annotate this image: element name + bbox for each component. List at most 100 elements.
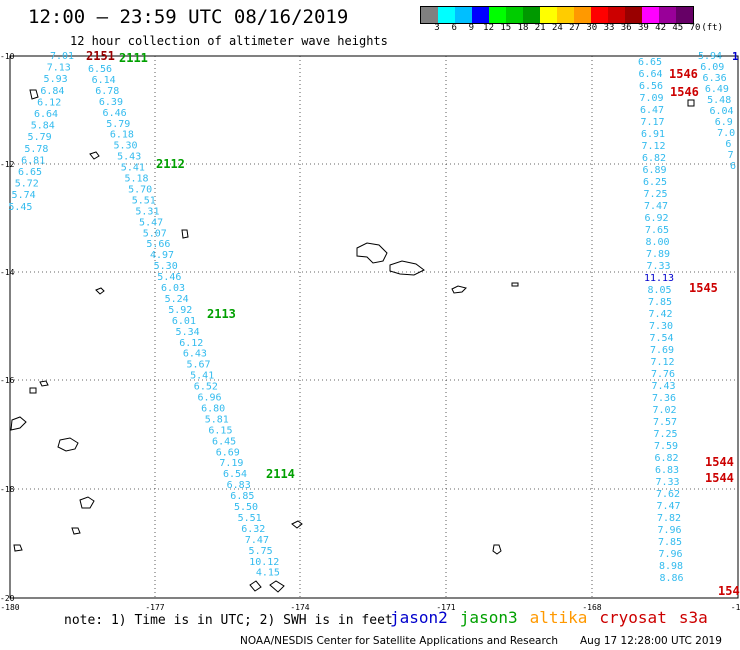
swh-value: 6.32 (241, 524, 265, 535)
swh-value: 6.64 (638, 69, 662, 80)
pass-time-label: 2151 (86, 49, 115, 63)
color-scale-label: 30 (586, 23, 598, 33)
color-scale-label: (ft) (701, 23, 724, 33)
swh-value: 5.70 (128, 184, 152, 195)
island-outline (291, 520, 303, 529)
swh-value: 5.72 (15, 179, 39, 190)
pass-time-label: 1544 (705, 471, 734, 485)
color-swatch-9 (574, 7, 591, 23)
swh-value: 6.78 (95, 86, 119, 97)
color-swatch-12 (625, 7, 642, 23)
color-scale-label: 42 (655, 23, 667, 33)
swh-value: 10.12 (249, 557, 279, 568)
swh-value: 8.05 (647, 285, 671, 296)
swh-value: 6 (725, 139, 731, 150)
color-scale-label: 12 (483, 23, 495, 33)
island-outline (451, 285, 467, 294)
swh-value: 5.78 (24, 144, 48, 155)
pass-time-label: 154 (718, 584, 740, 598)
swh-value: 6.01 (172, 316, 196, 327)
swh-value: 11.13 (644, 273, 674, 284)
swh-value: 5.18 (124, 174, 148, 185)
swh-value: 5.45 (8, 202, 32, 213)
pass-time-label: 1546 (670, 85, 699, 99)
lon-tick-label: -174 (290, 603, 309, 612)
swh-value: 6.45 (212, 436, 236, 447)
island-outline (57, 437, 79, 452)
satellite-legend-s3a: s3a (678, 608, 708, 627)
lat-tick-label: -14 (0, 268, 15, 277)
swh-value: 6.89 (642, 165, 666, 176)
swh-value: 5.48 (707, 95, 731, 106)
pass-time-label: 2114 (266, 467, 295, 481)
swh-value: 7.36 (652, 393, 676, 404)
swh-value: 7.47 (245, 535, 269, 546)
island-outline (79, 496, 95, 509)
swh-value: 6.82 (654, 453, 678, 464)
lat-tick-label: -20 (0, 594, 15, 603)
swh-value: 6.56 (639, 81, 663, 92)
swh-value: 7.69 (650, 345, 674, 356)
color-swatch-4 (489, 7, 506, 23)
swh-value: 8.86 (659, 573, 683, 584)
color-swatch-2 (455, 7, 472, 23)
pass-marker: 1 (732, 50, 739, 63)
swh-value: 7.65 (645, 225, 669, 236)
swh-value: 5.34 (176, 327, 200, 338)
swh-value: 7.96 (658, 549, 682, 560)
pass-time-label: 2113 (207, 307, 236, 321)
swh-value: 6.52 (194, 382, 218, 393)
color-scale-label: 39 (637, 23, 649, 33)
swh-value: 7.09 (639, 93, 663, 104)
color-scale-label: 3 (434, 23, 440, 33)
lat-tick-label: -16 (0, 376, 15, 385)
swh-value: 8.98 (659, 561, 683, 572)
island-outline (29, 89, 39, 100)
swh-value: 6.83 (655, 465, 679, 476)
satellite-legend-cryosat: cryosat (599, 608, 667, 627)
swh-value: 6.84 (40, 86, 64, 97)
swh-value: 6 (730, 161, 736, 172)
island-outline (269, 580, 285, 593)
island-outline (29, 387, 37, 394)
color-scale-label: 21 (534, 23, 546, 33)
swh-value: 7 (728, 150, 734, 161)
island-outline (95, 287, 105, 295)
swh-value: 4.97 (150, 250, 174, 261)
swh-value: 5.47 (139, 217, 163, 228)
swh-value: 6.12 (179, 338, 203, 349)
lon-tick-label: -177 (145, 603, 164, 612)
footer-note: note: 1) Time is in UTC; 2) SWH is in fe… (64, 613, 393, 628)
color-swatch-15 (676, 7, 693, 23)
island-outline (389, 260, 425, 276)
swh-value: 6.15 (208, 425, 232, 436)
swh-value: 7.01 (50, 51, 74, 62)
satellite-legend: jason2 jason3 altika cryosat s3a (390, 608, 720, 627)
swh-value: 7.47 (656, 501, 680, 512)
color-swatch-1 (438, 7, 455, 23)
swh-value: 5.66 (146, 239, 170, 250)
color-swatch-6 (523, 7, 540, 23)
color-scale-label: 6 (451, 23, 457, 33)
page-title: 12:00 – 23:59 UTC 08/16/2019 (28, 6, 349, 28)
swh-value: 5.79 (28, 132, 52, 143)
swh-value: 7.62 (656, 489, 680, 500)
color-scale-bar (420, 6, 694, 24)
swh-value: 7.19 (219, 458, 243, 469)
swh-value: 6.18 (110, 130, 134, 141)
swh-value: 6.92 (644, 213, 668, 224)
swh-value: 5.79 (106, 119, 130, 130)
swh-value: 6.85 (230, 491, 254, 502)
color-swatch-14 (659, 7, 676, 23)
island-outline (249, 580, 262, 592)
swh-value: 6.43 (183, 349, 207, 360)
pass-time-label: 1545 (689, 281, 718, 295)
satellite-legend-jason2: jason2 (390, 608, 448, 627)
swh-value: 5.31 (135, 206, 159, 217)
color-scale-label: 27 (569, 23, 581, 33)
swh-value: 5.50 (234, 502, 258, 513)
swh-value: 6.64 (34, 109, 58, 120)
swh-value: 7.25 (643, 189, 667, 200)
island-outline (687, 99, 695, 107)
swh-value: 7.12 (641, 141, 665, 152)
